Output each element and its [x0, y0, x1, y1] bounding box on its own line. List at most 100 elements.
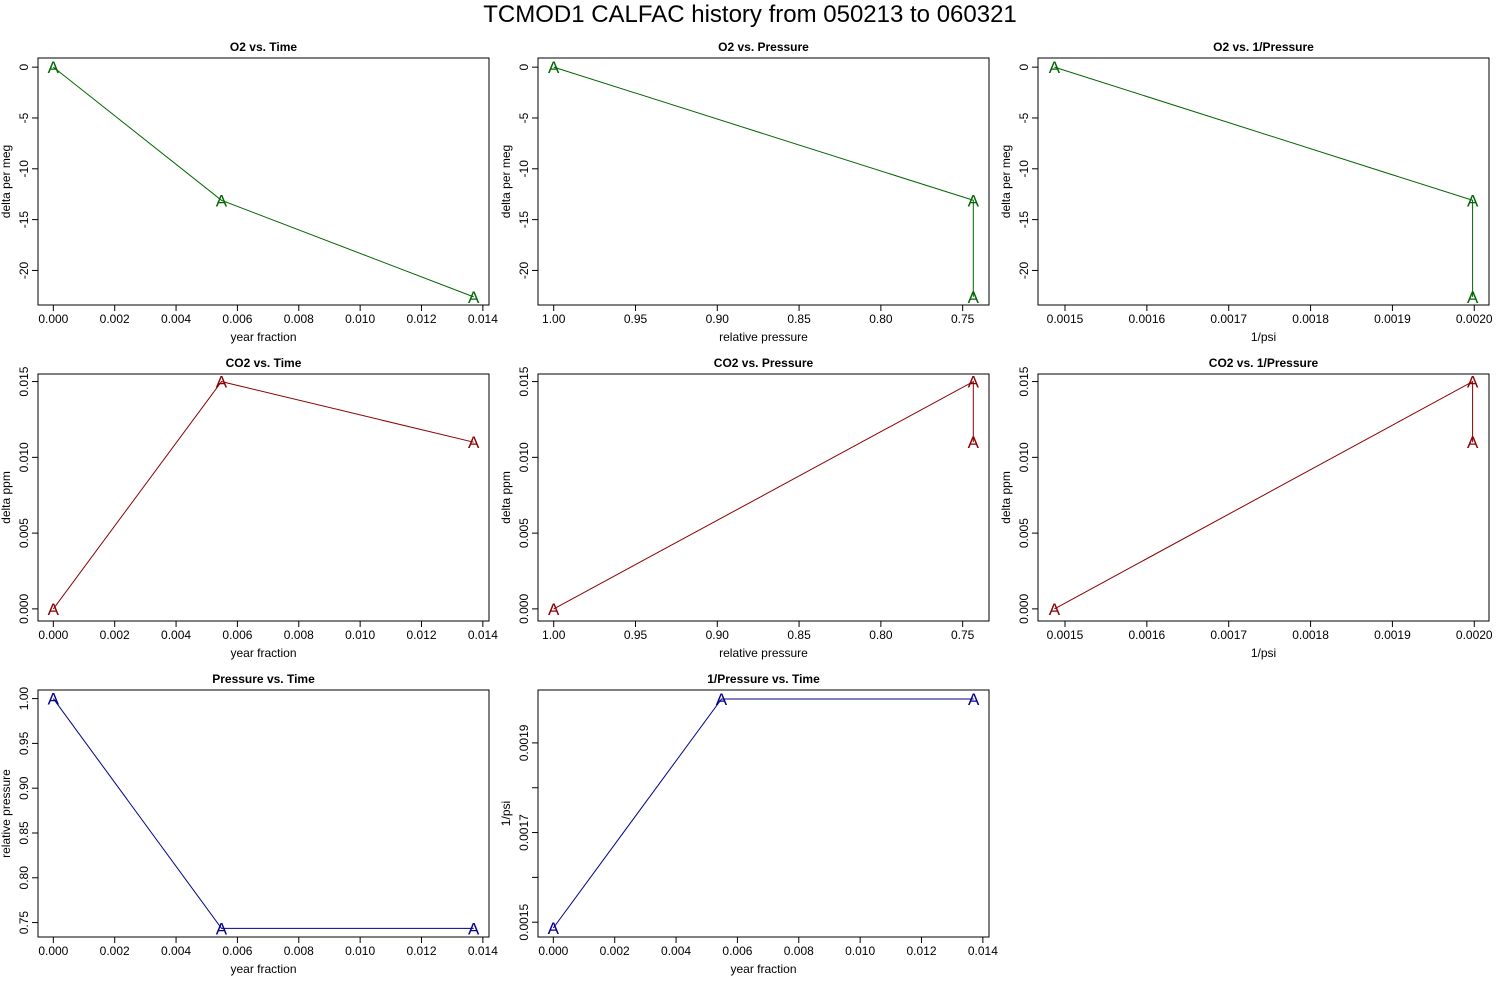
y-tick-label: 0.015: [517, 366, 531, 396]
x-tick-label: 0.0018: [1292, 628, 1329, 642]
panel-title: O2 vs. Pressure: [718, 40, 809, 54]
data-point-marker: A: [468, 288, 480, 307]
y-tick-label: 0: [1017, 63, 1031, 70]
series-line: [553, 66, 974, 297]
data-point-marker: A: [216, 373, 228, 392]
y-tick-label: 0.95: [17, 731, 31, 755]
y-tick-label: 0.75: [17, 911, 31, 935]
x-tick-label: 0.014: [468, 944, 498, 958]
x-tick-label: 0.014: [468, 628, 498, 642]
x-axis-title: relative pressure: [719, 646, 808, 660]
plot-frame: [37, 57, 490, 306]
x-tick-label: 0.0015: [1047, 628, 1084, 642]
x-tick-label: 0.000: [38, 944, 68, 958]
data-point-marker: A: [468, 433, 480, 452]
x-tick-label: 0.000: [538, 944, 568, 958]
data-point-marker: A: [48, 58, 60, 77]
y-tick-label: 0.010: [17, 442, 31, 472]
data-point-marker: A: [548, 58, 560, 77]
data-point-marker: A: [48, 690, 60, 709]
x-tick-label: 0.80: [869, 628, 893, 642]
x-tick-label: 0.0015: [1047, 312, 1084, 326]
y-tick-label: 0.005: [1017, 518, 1031, 548]
data-point-marker: A: [968, 288, 980, 307]
data-point-marker: A: [216, 919, 228, 938]
x-tick-label: 0.0016: [1129, 312, 1166, 326]
x-tick-label: 0.014: [468, 312, 498, 326]
x-axis-title: 1/psi: [1251, 646, 1276, 660]
x-tick-label: 0.008: [784, 944, 814, 958]
x-tick-label: 0.95: [624, 628, 648, 642]
panel-7: Pressure vs. Time 0.000 0.002 0.004 0.006 0.0…: [0, 672, 498, 976]
x-axis-title: year fraction: [230, 646, 296, 660]
x-tick-label: 1.00: [542, 628, 566, 642]
panel-title: CO2 vs. Pressure: [714, 356, 814, 370]
y-tick-label: -10: [1017, 160, 1031, 178]
x-tick-label: 0.80: [869, 312, 893, 326]
x-tick-label: 0.0017: [1210, 628, 1247, 642]
y-tick-label: 0.85: [17, 821, 31, 845]
y-axis-title: delta ppm: [0, 471, 13, 524]
x-axis-title: year fraction: [230, 330, 296, 344]
series-line: [52, 66, 474, 298]
panel-6: CO2 vs. 1/Pressure 0.0015 0.0016 0.0017 0.00…: [999, 356, 1493, 660]
data-point-marker: A: [548, 919, 560, 938]
y-tick-label: 0.0019: [517, 724, 531, 761]
data-point-marker: A: [968, 433, 980, 452]
data-point-marker: A: [1049, 600, 1061, 619]
y-tick-label: -15: [17, 211, 31, 229]
y-tick-label: -5: [1017, 112, 1031, 123]
y-tick-label: 0.015: [17, 366, 31, 396]
y-tick-label: 0.000: [517, 594, 531, 624]
y-axis-title: delta per meg: [0, 145, 13, 218]
x-axis-title: relative pressure: [719, 330, 808, 344]
x-tick-label: 0.0016: [1129, 628, 1166, 642]
series-line: [553, 380, 974, 610]
y-tick-label: -15: [517, 211, 531, 229]
panel-2: O2 vs. Pressure 1.00 0.95 0.90 0.85 0.80 0.75 0…: [499, 40, 990, 344]
x-tick-label: 0.004: [161, 944, 191, 958]
x-tick-label: 0.012: [406, 944, 436, 958]
x-tick-label: 0.010: [345, 944, 375, 958]
data-point-marker: A: [1467, 288, 1479, 307]
y-tick-label: 0.010: [517, 442, 531, 472]
x-tick-label: 0.0019: [1374, 628, 1411, 642]
data-point-marker: A: [1467, 433, 1479, 452]
data-point-marker: A: [968, 191, 980, 210]
y-tick-label: 0.005: [17, 518, 31, 548]
x-tick-label: 0.006: [222, 944, 252, 958]
x-tick-label: 0.002: [100, 628, 130, 642]
plot-frame: [1037, 57, 1490, 306]
x-tick-label: 0.0017: [1210, 312, 1247, 326]
x-tick-label: 0.90: [706, 312, 730, 326]
panel-title: Pressure vs. Time: [212, 672, 315, 686]
x-tick-label: 0.004: [161, 628, 191, 642]
plot-frame: [537, 373, 990, 622]
plot-frame: [1037, 373, 1490, 622]
x-tick-label: 0.006: [222, 628, 252, 642]
x-tick-label: 0.75: [951, 312, 975, 326]
figure-title: TCMOD1 CALFAC history from 050213 to 060…: [483, 1, 1017, 28]
x-tick-label: 0.85: [787, 628, 811, 642]
x-tick-label: 0.002: [600, 944, 630, 958]
y-tick-label: -10: [17, 160, 31, 178]
data-point-marker: A: [1049, 58, 1061, 77]
data-point-marker: A: [968, 690, 980, 709]
plot-frame: [537, 689, 990, 938]
x-tick-label: 0.85: [787, 312, 811, 326]
y-axis-title: delta ppm: [999, 471, 1013, 524]
x-tick-label: 0.010: [845, 944, 875, 958]
x-tick-label: 0.008: [284, 628, 314, 642]
panel-1: O2 vs. Time 0.000 0.002 0.004 0.006 0.008 0.01…: [0, 40, 498, 344]
x-tick-label: 0.006: [222, 312, 252, 326]
x-tick-label: 0.008: [284, 312, 314, 326]
x-tick-label: 0.004: [661, 944, 691, 958]
data-point-marker: A: [1467, 191, 1479, 210]
data-point-marker: A: [216, 191, 228, 210]
x-tick-label: 0.0019: [1374, 312, 1411, 326]
x-tick-label: 0.0018: [1292, 312, 1329, 326]
panel-5: CO2 vs. Pressure 1.00 0.95 0.90 0.85 0.80 0.75…: [499, 356, 990, 660]
data-point-marker: A: [48, 600, 60, 619]
y-axis-title: 1/psi: [499, 801, 513, 826]
y-tick-label: -5: [517, 112, 531, 123]
